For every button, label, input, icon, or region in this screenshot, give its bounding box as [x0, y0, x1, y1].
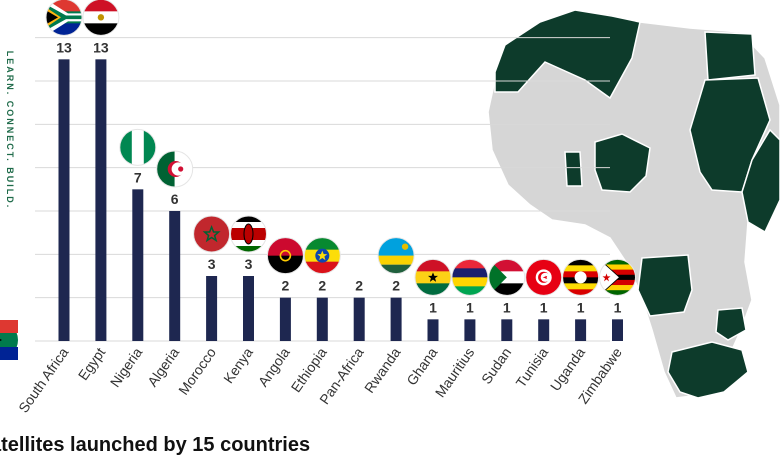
africa-highlight-ghana	[564, 151, 583, 187]
bar-13	[538, 319, 550, 341]
x-tick-label-2: Nigeria	[107, 344, 146, 390]
bar-7	[316, 297, 328, 341]
x-tick-label-3: Algeria	[144, 344, 182, 389]
data-label-6: 2	[282, 278, 290, 294]
flag-angola-icon	[266, 237, 304, 275]
data-label-10: 1	[429, 299, 437, 315]
flag-zimbabwe-icon	[599, 258, 636, 296]
bar-11	[464, 319, 476, 341]
africa-highlight-south-africa	[667, 341, 749, 399]
flag-partial-left-icon	[0, 320, 18, 360]
flag-tunisia-icon	[525, 258, 563, 296]
x-tick-label-1: Egypt	[75, 344, 109, 383]
bar-10	[427, 319, 439, 341]
data-label-14: 1	[577, 299, 585, 315]
bar-14	[575, 319, 587, 341]
flag-algeria-icon	[156, 150, 194, 188]
data-label-7: 2	[318, 278, 326, 294]
bar-1	[95, 59, 107, 341]
bar-2	[132, 189, 144, 341]
data-label-12: 1	[503, 299, 511, 315]
data-label-8: 2	[355, 278, 363, 294]
flag-uganda-icon	[562, 258, 600, 296]
africa-map	[487, 9, 780, 399]
x-tick-label-6: Angola	[255, 344, 293, 389]
chart-caption: atellites launched by 15 countries	[0, 434, 311, 456]
x-tick-label-0: South Africa	[15, 344, 72, 415]
flag-kenya-icon	[230, 215, 267, 253]
flag-ghana-icon	[414, 258, 452, 296]
africa-highlight-horn	[741, 128, 780, 234]
africa-highlight-zimbabwe	[715, 307, 747, 341]
flag-ethiopia-icon	[303, 237, 341, 275]
bar-8	[353, 297, 365, 341]
bar-3	[169, 211, 181, 341]
bars	[58, 59, 623, 341]
data-labels: 13 13 7 6 3 3 2 2 2 2 1 1 1 1 1 1	[56, 39, 621, 315]
bar-9	[390, 297, 402, 341]
x-tick-label-13: Tunisia	[512, 344, 551, 390]
flags	[45, 0, 636, 296]
x-tick-label-12: Sudan	[478, 345, 514, 387]
bar-12	[501, 319, 513, 341]
data-label-9: 2	[392, 278, 400, 294]
flag-rwanda-icon	[377, 237, 415, 275]
data-label-1: 13	[93, 39, 109, 55]
bar-0	[58, 59, 70, 341]
data-label-0: 13	[56, 39, 72, 55]
africa-highlight-egypt	[704, 31, 756, 81]
africa-highlight-north-west	[494, 9, 641, 100]
flag-egypt-icon	[82, 0, 120, 36]
bar-5	[243, 276, 254, 341]
data-label-5: 3	[245, 256, 253, 272]
flag-south-africa-icon	[45, 0, 83, 36]
x-tick-label-9: Rwanda	[361, 344, 404, 395]
africa-highlight-angola	[637, 254, 693, 317]
bar-6	[279, 297, 291, 341]
data-label-15: 1	[614, 299, 622, 315]
flag-morocco-icon	[193, 215, 231, 253]
bar-15	[612, 319, 623, 341]
flag-nigeria-icon	[119, 128, 157, 166]
data-label-3: 6	[171, 191, 179, 207]
data-label-2: 7	[134, 169, 142, 185]
flag-sudan-icon	[488, 258, 526, 296]
data-label-13: 1	[540, 299, 548, 315]
data-label-11: 1	[466, 299, 474, 315]
africa-highlight-nigeria	[594, 133, 651, 193]
x-tick-label-5: Kenya	[220, 344, 256, 386]
flag-mauritius-icon	[451, 258, 489, 296]
data-label-4: 3	[208, 256, 216, 272]
bar-4	[206, 276, 218, 341]
x-tick-label-10: Ghana	[403, 344, 440, 388]
x-tick-label-4: Morocco	[175, 344, 219, 397]
